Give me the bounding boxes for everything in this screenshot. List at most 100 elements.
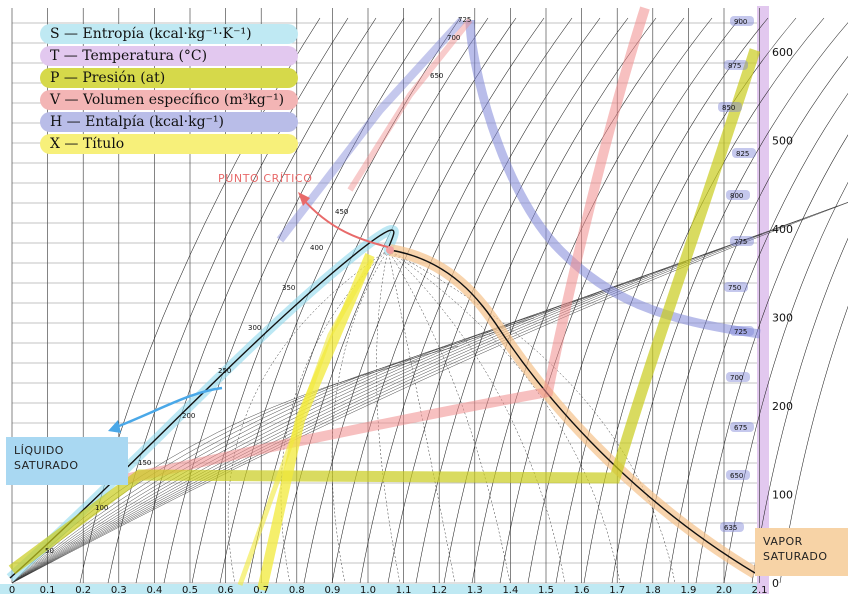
entropy-tick-label: 0.8 [289,585,305,596]
temperature-curve-label: 100 [95,504,108,512]
quality-highlight-secondary [237,258,375,586]
enthalpy-curve-label: 650 [730,472,743,480]
temperature-tick-label: 200 [772,400,793,413]
quality-line [387,249,511,584]
enthalpy-curve-label: 675 [734,424,747,432]
entropy-tick-label: 2.0 [716,585,732,596]
isochore-line [11,201,848,584]
critical-point-arrow [301,197,389,248]
temperature-tick-label: 100 [772,489,793,502]
enthalpy-label-bg [730,16,754,26]
temperature-tick-label: 500 [772,135,793,148]
saturated-liquid-arrow [113,386,223,430]
enthalpy-curve-label: 800 [730,192,743,200]
enthalpy-label-bg [730,236,754,246]
axis-ticks: 0 0.1 0.2 0.3 0.4 0.5 0.6 0.7 0.8 0.9 1.0 1.1 1.2 1.3… [9,16,793,596]
entropy-tick-label: 2.1 [752,585,768,596]
isobar-line [723,182,848,584]
temperature-tick-label: 400 [772,223,793,236]
quality-line [376,249,401,584]
isochore-line [11,247,725,584]
enthalpy-label-bg [720,522,744,532]
enthalpy-label-bg [726,470,750,480]
entropy-tick-label: 1.7 [609,585,625,596]
enthalpy-label-bg [730,326,754,336]
entropy-tick-label: 0.5 [182,585,198,596]
temperature-axis-band [757,6,769,594]
temperature-curve-label: 150 [138,459,151,467]
isobar-line [443,17,685,584]
entropy-tick-label: 1.0 [360,585,376,596]
entropy-tick-label: 1.3 [467,585,483,596]
legend-item-volume: V — Volumen específico (m³kg⁻¹) [40,90,298,110]
enthalpy-highlight [465,19,761,339]
enthalpy-label-bg [730,422,754,432]
entropy-tick-label: 0.3 [111,585,127,596]
temperature-tick-label: 0 [772,577,779,590]
isobar-line [695,134,848,584]
entropy-tick-label: 0.4 [146,585,162,596]
isobar-line [387,17,629,584]
diagram-curves [6,6,761,592]
isobar-line [415,17,657,584]
entropy-tick-label: 0 [9,585,15,596]
saturated-vapor-box: VAPOR SATURADO [755,528,848,576]
entropy-tick-label: 0.7 [253,585,269,596]
temperature-tick-label: 600 [772,46,793,59]
enthalpy-curve-label: 875 [728,62,741,70]
entropy-tick-label: 1.2 [431,585,447,596]
volume-highlight-upper [347,18,473,192]
critical-point-marker [386,246,394,254]
quality-line [331,249,389,584]
legend-item-pressure: P — Presión (at) [40,68,298,88]
legend: S — Entropía (kcal·kg⁻¹·K⁻¹) T — Tempera… [40,24,298,156]
quality-line [387,249,676,584]
isobar-line [639,56,848,584]
isochore-line [11,275,649,584]
temperature-curve-label: 50 [45,547,54,555]
entropy-tick-label: 0.6 [218,585,234,596]
temperature-curve-label: 400 [310,244,323,252]
isobar-line [135,17,377,584]
temperature-curve-label: 200 [182,412,195,420]
isobar-line [779,305,848,584]
temperature-curve-label: 650 [430,72,443,80]
critical-point-arrowhead [298,192,310,206]
enthalpy-curve-label: 700 [730,374,743,382]
isobar-line [107,17,349,584]
isochore-line [11,261,687,584]
isobar-line [191,17,433,584]
isobar-line [275,17,517,584]
entropy-tick-label: 1.5 [538,585,554,596]
entropy-tick-label: 0.1 [40,585,56,596]
isobar-line [303,17,545,584]
enthalpy-label-bg [726,190,750,200]
entropy-axis-band [0,584,760,594]
isobar-line [163,17,405,584]
quality-line [387,249,456,584]
isobar-line [499,17,741,584]
enthalpy-curve-label: 750 [728,284,741,292]
quality-line [387,249,621,584]
temperature-tick-label: 300 [772,312,793,325]
critical-point-label: PUNTO CRÍTICO [218,172,313,185]
quality-line [387,249,566,584]
isobar-line [247,17,489,584]
isochore-line [11,233,763,584]
enthalpy-label-bg [724,60,748,70]
isochore-line [11,205,839,584]
legend-item-entropy: S — Entropía (kcal·kg⁻¹·K⁻¹) [40,24,298,44]
isobar-line [471,17,713,584]
enthalpy-curve-label: 635 [724,524,737,532]
isobar-line [751,237,848,584]
enthalpy-label-bg [726,372,750,382]
saturated-vapor-line1: VAPOR [763,535,803,548]
temperature-curve-label: 700 [447,34,460,42]
enthalpy-curve-label: 725 [734,328,747,336]
entropy-tick-label: 1.9 [680,585,696,596]
isochore-line [11,289,611,584]
isobar-line [331,17,573,584]
enthalpy-highlight-upper [276,17,465,243]
enthalpy-label-bg [724,282,748,292]
saturated-vapor-curve [389,249,756,574]
